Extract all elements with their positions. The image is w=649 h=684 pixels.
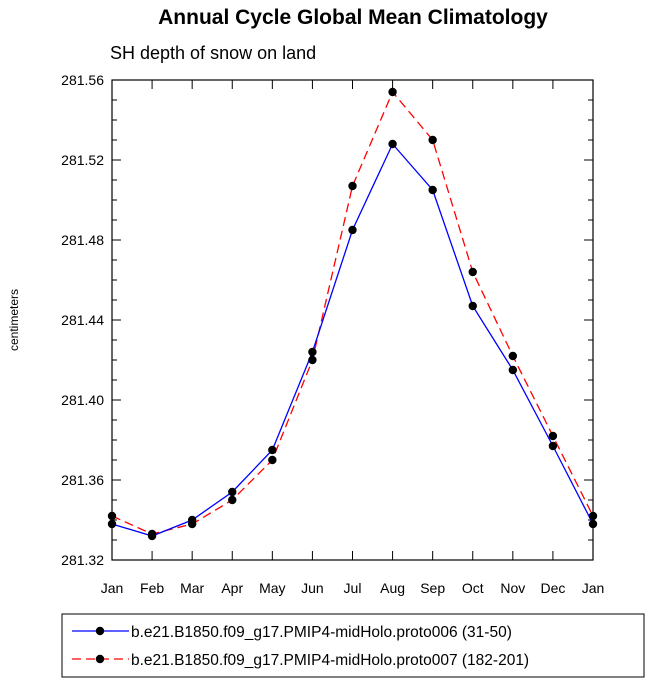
x-tick-label: Oct xyxy=(462,580,484,596)
y-tick-label: 281.44 xyxy=(61,312,104,328)
series-2-point xyxy=(508,351,518,361)
series-2-point xyxy=(187,519,197,529)
y-tick-label: 281.48 xyxy=(61,232,104,248)
series-2-point xyxy=(548,431,558,441)
series-2-point xyxy=(428,135,437,145)
y-tick-label: 281.40 xyxy=(61,392,104,408)
chart-title: Annual Cycle Global Mean Climatology xyxy=(158,6,548,29)
x-tick-label: Aug xyxy=(380,580,405,596)
series-2-point xyxy=(388,87,397,97)
legend-marker-series-2 xyxy=(95,654,105,664)
x-tick-label: Jun xyxy=(301,580,324,596)
x-tick-label: Jan xyxy=(582,580,605,596)
series-1-point xyxy=(508,365,518,375)
chart-subtitle: SH depth of snow on land xyxy=(110,43,316,63)
x-tick-label: Apr xyxy=(221,580,243,596)
plot-frame xyxy=(111,79,594,561)
legend-box xyxy=(61,613,645,678)
legend-label-series-2: b.e21.B1850.f09_g17.PMIP4-midHolo.proto0… xyxy=(131,652,529,669)
series-1-point xyxy=(228,487,237,497)
series-2-point xyxy=(468,267,477,277)
series-2-point xyxy=(348,181,357,191)
series-1-point xyxy=(348,225,357,235)
x-tick-label: Jan xyxy=(101,580,124,596)
series-2-point xyxy=(268,455,277,465)
series-2-point xyxy=(147,529,157,539)
series-2-point xyxy=(107,511,117,521)
y-tick-label: 281.32 xyxy=(61,552,104,568)
x-tick-label: Feb xyxy=(140,580,164,596)
series-1-point xyxy=(268,445,277,455)
y-tick-label: 281.36 xyxy=(61,472,104,488)
series-1-point xyxy=(588,519,598,529)
series-1-point xyxy=(468,301,477,311)
series-points xyxy=(107,87,598,541)
legend-label-series-1: b.e21.B1850.f09_g17.PMIP4-midHolo.proto0… xyxy=(131,624,512,641)
x-tick-label: Dec xyxy=(540,580,565,596)
y-tick-label: 281.52 xyxy=(61,152,104,168)
y-tick-label: 281.56 xyxy=(61,72,104,88)
series-2-line xyxy=(111,90,594,535)
series-1-point xyxy=(107,519,117,529)
series-1-point xyxy=(308,347,317,357)
series-1-point xyxy=(388,139,397,149)
series-lines xyxy=(111,90,594,537)
series-1-point xyxy=(548,441,558,451)
x-tick-label: Nov xyxy=(500,580,525,596)
y-tick-labels: 281.32 281.36 281.40 281.44 281.48 281.52 281.… xyxy=(61,72,104,568)
legend-marker-series-1 xyxy=(95,626,105,636)
series-1-point xyxy=(428,185,437,195)
x-tick-label: Jul xyxy=(344,580,362,596)
series-2-point xyxy=(588,511,598,521)
series-1-line xyxy=(111,142,594,537)
y-axis-label: centimeters xyxy=(7,289,21,351)
series-2-point xyxy=(308,355,317,365)
legend: b.e21.B1850.f09_g17.PMIP4-midHolo.proto0… xyxy=(61,613,645,678)
axis-ticks xyxy=(111,79,594,561)
x-tick-label: May xyxy=(259,580,285,596)
x-tick-labels: Jan Feb Mar Apr May Jun Jul Aug Sep Oct Nov Dec Jan xyxy=(101,580,605,596)
series-2-point xyxy=(228,495,237,505)
x-tick-label: Mar xyxy=(180,580,204,596)
x-tick-label: Sep xyxy=(420,580,445,596)
